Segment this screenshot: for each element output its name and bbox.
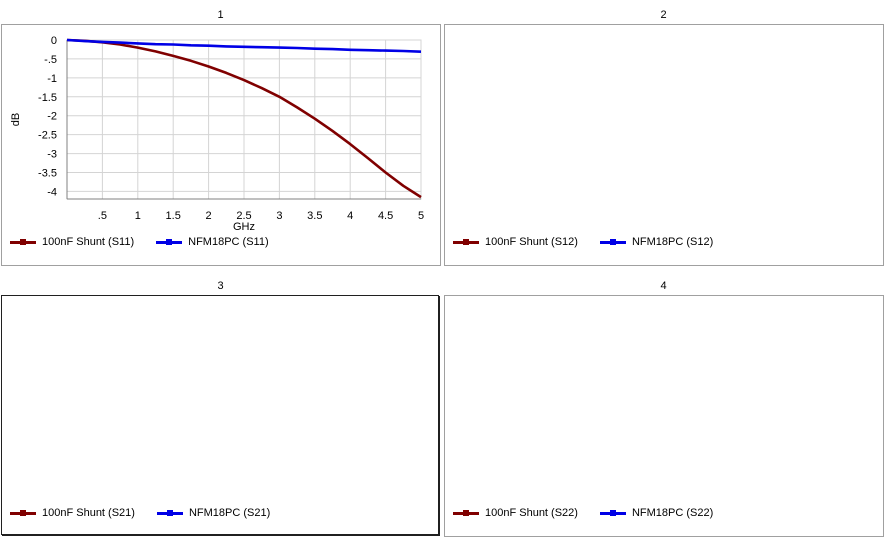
legend-label: 100nF Shunt (S22) (485, 507, 578, 519)
y-tick-label: 0 (51, 35, 57, 47)
x-axis-label: GHz (233, 221, 255, 233)
chart-4-title: 4 (660, 280, 667, 292)
legend-item-nfm18pc-s12: NFM18PC (S12) (599, 236, 714, 248)
legend-swatch-series-a (453, 509, 479, 516)
chart-1-title: 1 (217, 9, 224, 21)
x-tick-label: 2.5 (236, 210, 251, 222)
legend-swatch-series-b (599, 509, 626, 516)
legend-swatch-series-a (453, 238, 479, 245)
y-tick-label: -.5 (44, 54, 57, 66)
legend-label: 100nF Shunt (S12) (485, 236, 578, 248)
legend-item-nfm18pc-s11: NFM18PC (S11) (156, 236, 269, 248)
legend-item-100nf-s12: 100nF Shunt (S12) (453, 236, 578, 248)
legend-item-100nf-s21: 100nF Shunt (S21) (10, 507, 135, 519)
series-line-series-a (66, 38, 422, 199)
legend-swatch-series-b (156, 509, 183, 516)
legend-swatch-series-b (599, 238, 626, 245)
y-axis-label: dB (10, 113, 22, 126)
legend-label: NFM18PC (S12) (631, 236, 714, 248)
x-tick-label: 4.5 (378, 210, 393, 222)
chart-2-panel[interactable] (444, 24, 884, 266)
x-tick-label: .5 (98, 210, 107, 222)
legend-label: 100nF Shunt (S21) (42, 507, 135, 519)
legend-item-100nf-s22: 100nF Shunt (S22) (453, 507, 578, 519)
x-tick-label: 1.5 (166, 210, 181, 222)
y-tick-label: -1.5 (38, 92, 57, 104)
legend-item-nfm18pc-s21: NFM18PC (S21) (156, 507, 271, 519)
legend-label: 100nF Shunt (S11) (42, 236, 135, 248)
chart-2-title: 2 (660, 9, 667, 21)
y-tick-label: -2 (47, 111, 57, 123)
x-tick-label: 2 (206, 210, 212, 222)
x-tick-label: 3 (276, 210, 282, 222)
legend-swatch-series-a (10, 509, 36, 516)
legend-item-nfm18pc-s22: NFM18PC (S22) (599, 507, 714, 519)
chart-4-panel[interactable] (444, 295, 884, 537)
legend-item-100nf-s11: 100nF Shunt (S11) (10, 236, 134, 248)
chart-1-legend: 100nF Shunt (S11) NFM18PC (S11) (10, 236, 291, 248)
series-line-series-b (66, 38, 422, 53)
legend-swatch-series-a (10, 238, 36, 245)
x-tick-label: 3.5 (307, 210, 322, 222)
legend-label: NFM18PC (S21) (188, 507, 271, 519)
chart-3-panel[interactable] (1, 295, 439, 535)
x-tick-label: 1 (135, 210, 141, 222)
legend-label: NFM18PC (S22) (631, 507, 714, 519)
y-tick-label: -1 (47, 73, 57, 85)
y-tick-label: -3 (47, 149, 57, 161)
y-tick-label: -3.5 (38, 168, 57, 180)
chart-2-legend: 100nF Shunt (S12) NFM18PC (S12) (453, 236, 735, 248)
chart-3-title: 3 (217, 280, 224, 292)
x-tick-label: 5 (418, 210, 424, 222)
chart-3-legend: 100nF Shunt (S21) NFM18PC (S21) (10, 507, 292, 519)
y-tick-label: -2.5 (38, 130, 57, 142)
chart-4-legend: 100nF Shunt (S22) NFM18PC (S22) (453, 507, 735, 519)
y-tick-label: -4 (47, 186, 57, 198)
x-tick-label: 4 (347, 210, 353, 222)
legend-label: NFM18PC (S11) (188, 236, 269, 248)
legend-swatch-series-b (156, 238, 183, 245)
